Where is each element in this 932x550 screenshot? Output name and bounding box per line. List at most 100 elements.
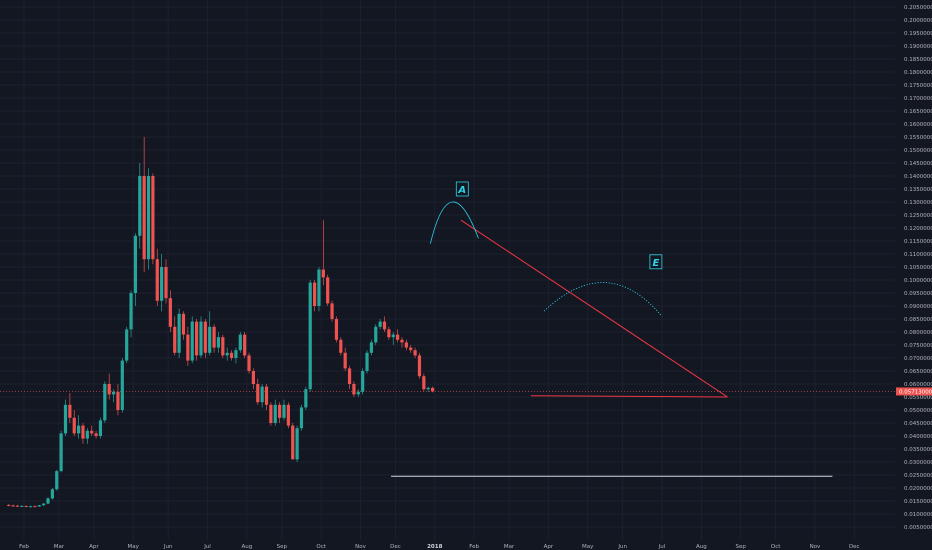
- candle-body: [286, 404, 290, 426]
- candle-body: [291, 425, 295, 460]
- candle-body: [7, 504, 11, 506]
- candle-body: [173, 326, 177, 353]
- y-tick-label: 0.00500000: [904, 525, 932, 531]
- candle-body: [422, 376, 426, 390]
- candle-body: [168, 298, 172, 327]
- y-tick-label: 0.19500000: [904, 31, 932, 37]
- y-tick-label: 0.16500000: [904, 109, 932, 115]
- y-tick-label: 0.11000000: [904, 252, 932, 258]
- y-tick-label: 0.07000000: [904, 356, 932, 362]
- x-tick-label: Aug: [696, 544, 707, 550]
- x-tick-label: Feb: [19, 544, 29, 550]
- x-tick-label: Nov: [355, 544, 366, 550]
- candle-body: [194, 321, 199, 356]
- x-tick-label: Dec: [849, 544, 860, 550]
- y-tick-label: 0.18500000: [904, 57, 932, 63]
- candle-body: [164, 267, 168, 299]
- candle-body: [369, 342, 373, 353]
- candle-body: [151, 176, 155, 260]
- y-tick-label: 0.17000000: [904, 96, 932, 102]
- current-price-tag: [896, 387, 932, 396]
- x-tick-label: Apr: [544, 544, 554, 550]
- x-tick-label: Jun: [617, 544, 627, 550]
- y-tick-label: 0.15000000: [904, 148, 932, 154]
- candle-body: [225, 352, 229, 356]
- candle-body: [256, 384, 260, 403]
- y-tick-label: 0.01500000: [904, 499, 932, 505]
- candle-body: [334, 319, 339, 340]
- y-tick-label: 0.08500000: [904, 317, 932, 323]
- y-tick-label: 0.05500000: [904, 395, 932, 401]
- x-tick-label: Nov: [810, 544, 821, 550]
- candle-body: [133, 235, 138, 293]
- annotations: AE: [391, 181, 833, 477]
- candle-body: [72, 417, 76, 434]
- candle-body: [339, 339, 343, 353]
- y-tick-label: 0.02000000: [904, 486, 932, 492]
- y-tick-label: 0.15500000: [904, 135, 932, 141]
- candle-body: [426, 387, 430, 390]
- candle-body: [98, 420, 103, 436]
- candle-body: [59, 433, 63, 472]
- x-tick-label: Apr: [89, 544, 99, 550]
- candle-body: [33, 506, 37, 508]
- candle-body: [125, 329, 129, 361]
- candle-body: [160, 267, 164, 301]
- candle-body: [216, 337, 221, 348]
- candle-body: [378, 321, 382, 327]
- candle-body: [417, 355, 422, 377]
- annotation-label-box: [649, 254, 663, 270]
- candle-body: [234, 350, 238, 358]
- x-tick-label: May: [582, 544, 594, 550]
- candle-body: [238, 334, 242, 351]
- x-tick-label: May: [128, 544, 140, 550]
- candle-body: [243, 334, 247, 356]
- annotation-label: E: [652, 258, 659, 269]
- y-tick-label: 0.03000000: [904, 460, 932, 466]
- candle-body: [68, 404, 72, 418]
- candle-body: [282, 404, 286, 418]
- candle-body: [312, 282, 317, 306]
- candle-body: [24, 505, 28, 507]
- y-tick-label: 0.05000000: [904, 408, 932, 414]
- candle-body: [107, 384, 111, 395]
- candle-body: [361, 371, 365, 392]
- x-tick-label: Oct: [316, 544, 326, 550]
- candle-body: [317, 269, 321, 306]
- candle-body: [138, 176, 142, 236]
- candle-body: [352, 384, 356, 395]
- x-tick-label: Sep: [277, 544, 288, 550]
- candle-body: [326, 277, 330, 304]
- candle-body: [356, 391, 360, 395]
- candle-body: [203, 321, 207, 353]
- candle-body: [111, 391, 116, 395]
- support-line: [530, 395, 728, 398]
- candle-body: [409, 347, 413, 351]
- candle-body: [146, 176, 151, 260]
- x-tick-label: Mar: [54, 544, 65, 550]
- y-tick-label: 0.13500000: [904, 187, 932, 193]
- x-axis: Feb Mar Apr May Jun Jul Aug Sep Oct Nov Dec 2018 Feb…: [19, 544, 860, 550]
- y-tick-label: 0.10000000: [904, 278, 932, 284]
- candle-body: [90, 430, 94, 434]
- y-tick-label: 0.19000000: [904, 44, 932, 50]
- trendline-descending: [460, 219, 728, 398]
- x-tick-label: 2018: [427, 544, 442, 550]
- candle-body: [247, 355, 251, 371]
- y-tick-label: 0.08000000: [904, 330, 932, 336]
- candle-body: [50, 489, 54, 499]
- y-axis: 0.20500000 0.20000000 0.19500000 0.19000000…: [896, 5, 932, 531]
- candle-body: [391, 334, 395, 338]
- candle-body: [116, 391, 120, 410]
- grid: [0, 0, 895, 540]
- candle-body: [251, 371, 256, 384]
- current-price-label: 0.05713000: [899, 389, 932, 395]
- y-tick-label: 0.18000000: [904, 70, 932, 76]
- candle-body: [55, 471, 59, 490]
- candle-body: [63, 404, 68, 434]
- annotation-label: A: [457, 185, 466, 196]
- candle-body: [321, 269, 325, 278]
- candle-body: [273, 404, 277, 423]
- candle-body: [77, 425, 81, 434]
